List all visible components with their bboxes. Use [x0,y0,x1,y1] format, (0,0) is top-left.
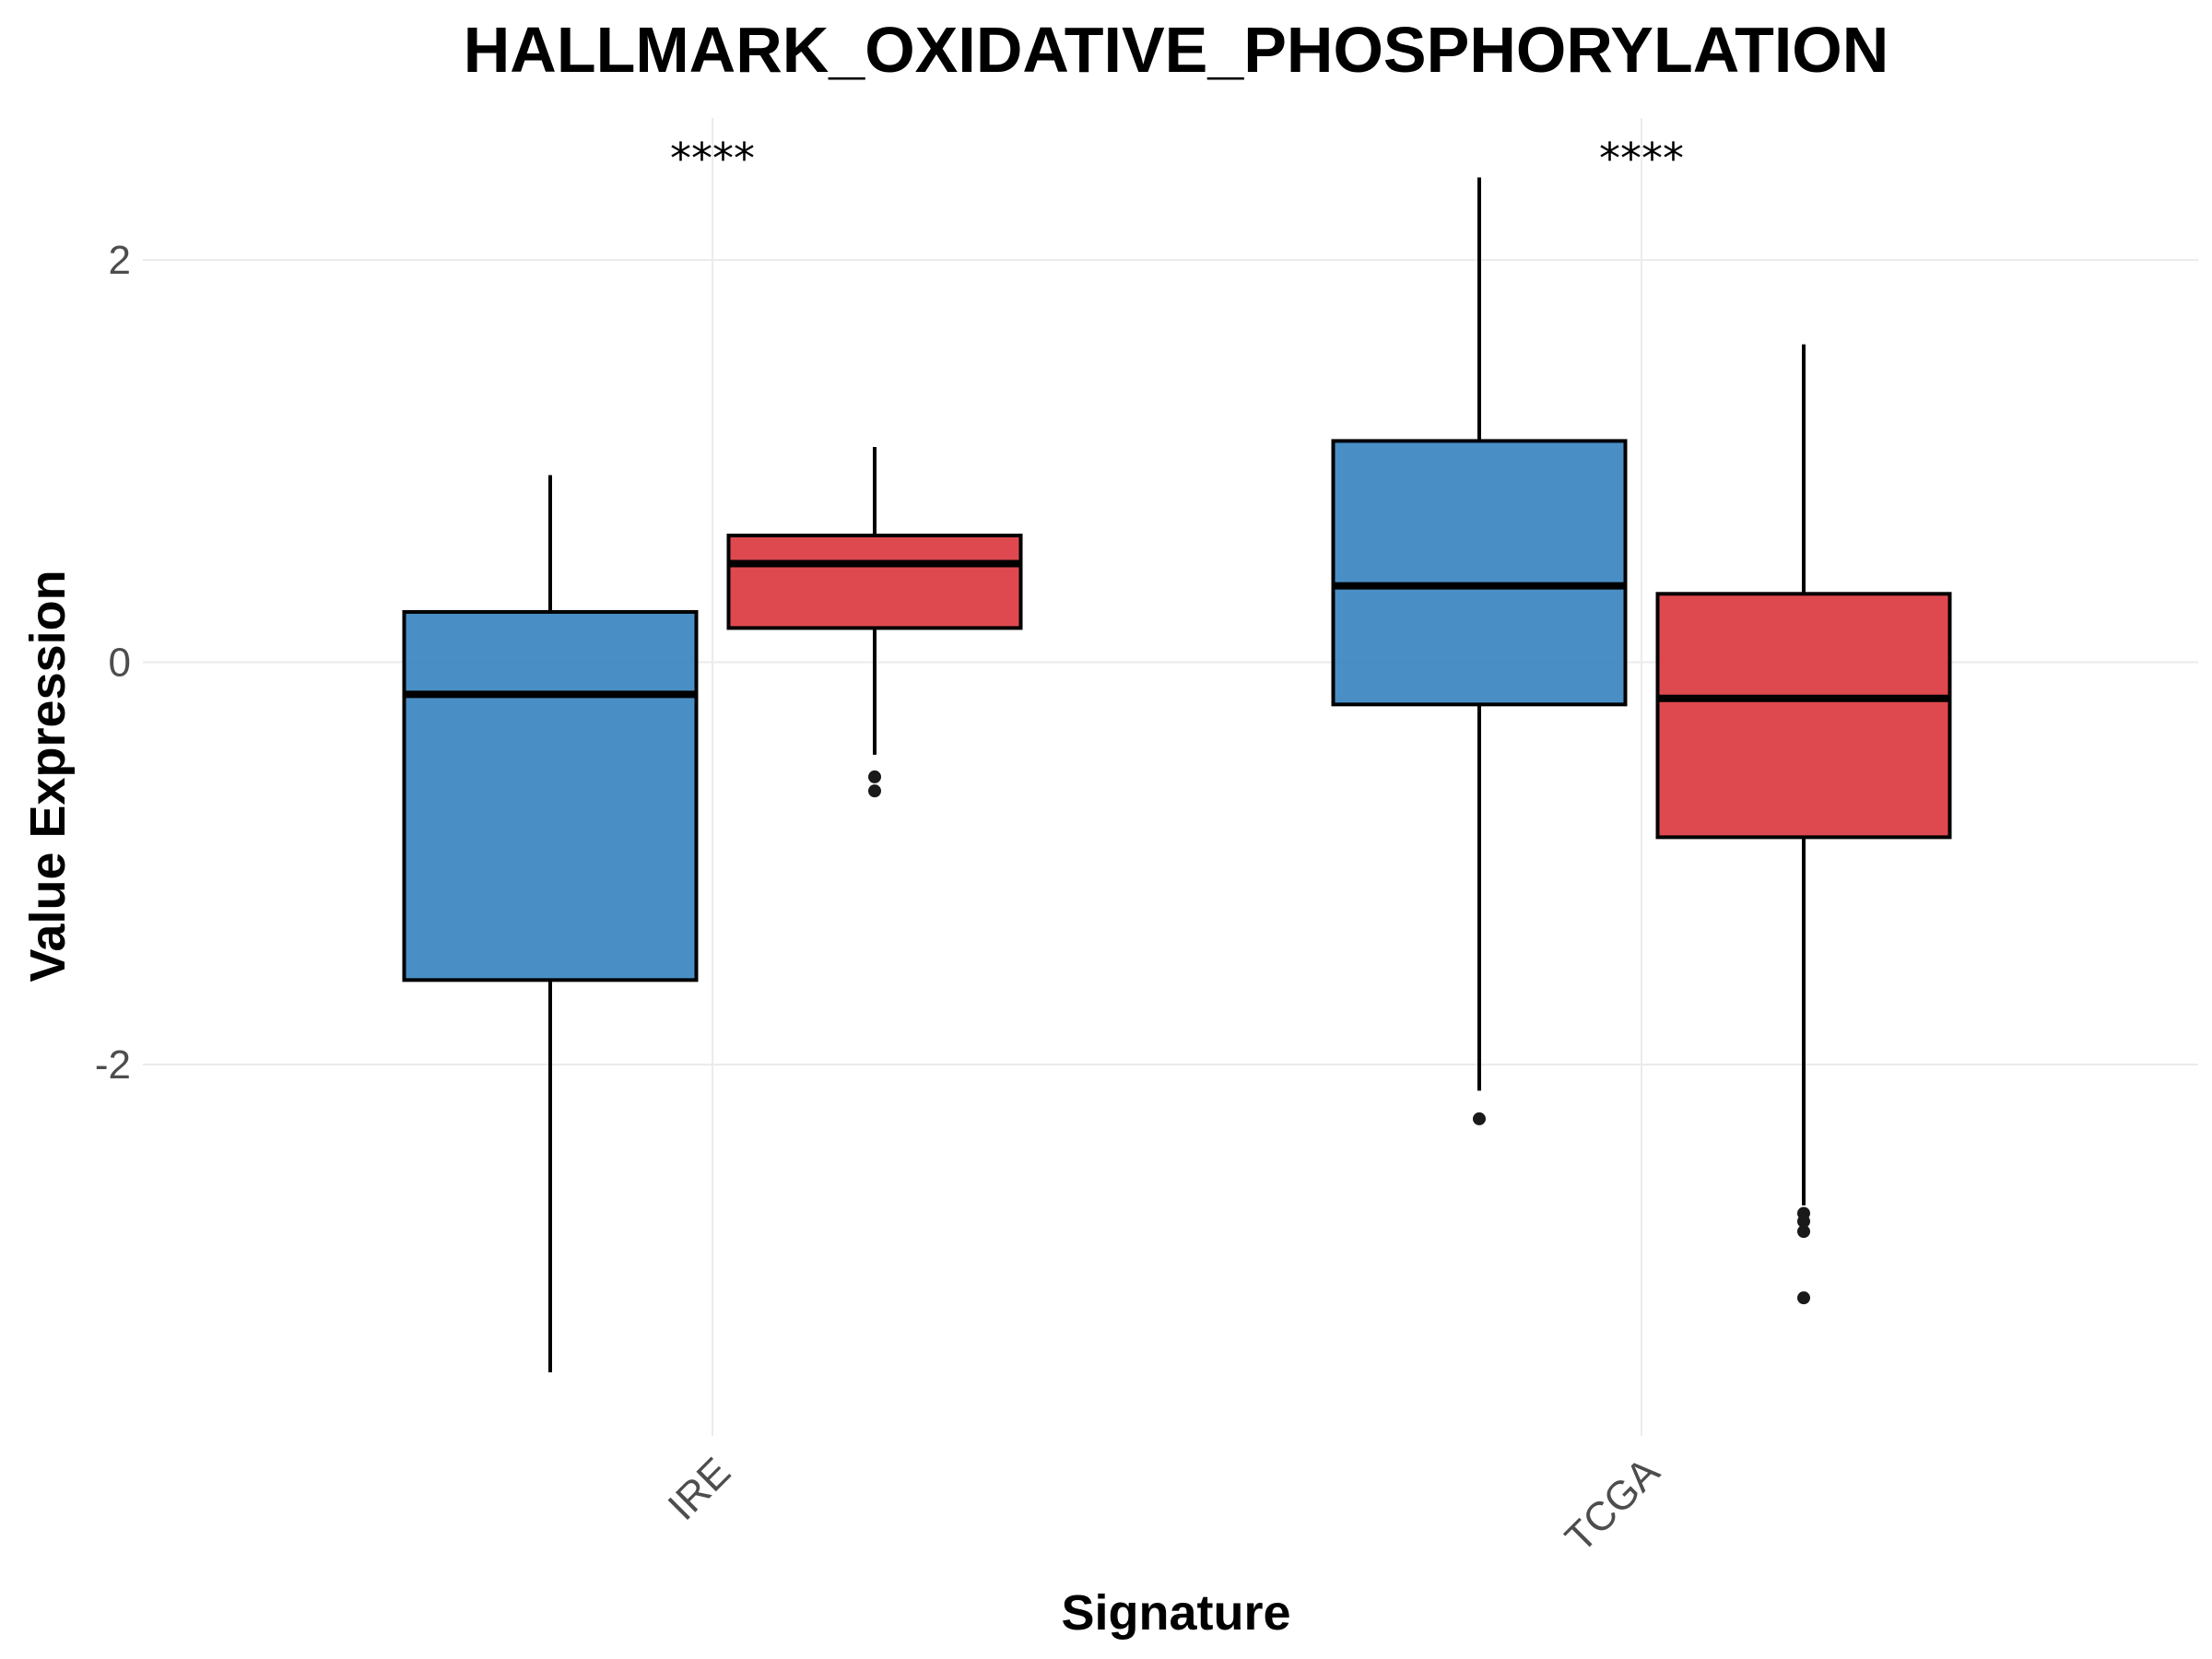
box-ire-series-1 [402,475,699,1372]
significance-label: **** [670,134,755,183]
outlier-point [868,770,881,783]
x-tick-label: IRE [660,1449,740,1529]
box-tcga-series-1 [1331,177,1628,1125]
x-axis-title: Signature [1061,1585,1290,1641]
outlier-point [868,784,881,798]
outlier-point [1797,1291,1810,1305]
y-tick-label: 0 [109,641,131,686]
box-body [402,609,699,982]
significance-label: **** [1599,134,1684,183]
box-body [726,534,1023,630]
outlier-point [1473,1112,1486,1125]
y-axis-title: Value Expression [20,570,76,982]
box-body [1655,592,1952,840]
box-tcga-series-2 [1655,344,1952,1305]
box-ire-series-2 [726,446,1023,798]
outlier-point [1797,1215,1810,1229]
labels: 2 0 -2 IRE **** TCGA **** [95,134,1684,1561]
y-tick-label: 2 [109,238,131,283]
y-tick-label: -2 [95,1042,131,1088]
chart-title: HALLMARK_OXIDATIVE_PHOSPHORYLATION [464,14,1889,86]
box-body [1331,439,1628,707]
outlier-point [1797,1225,1810,1239]
x-tick-label: TCGA [1557,1449,1669,1561]
boxes [402,177,1952,1372]
